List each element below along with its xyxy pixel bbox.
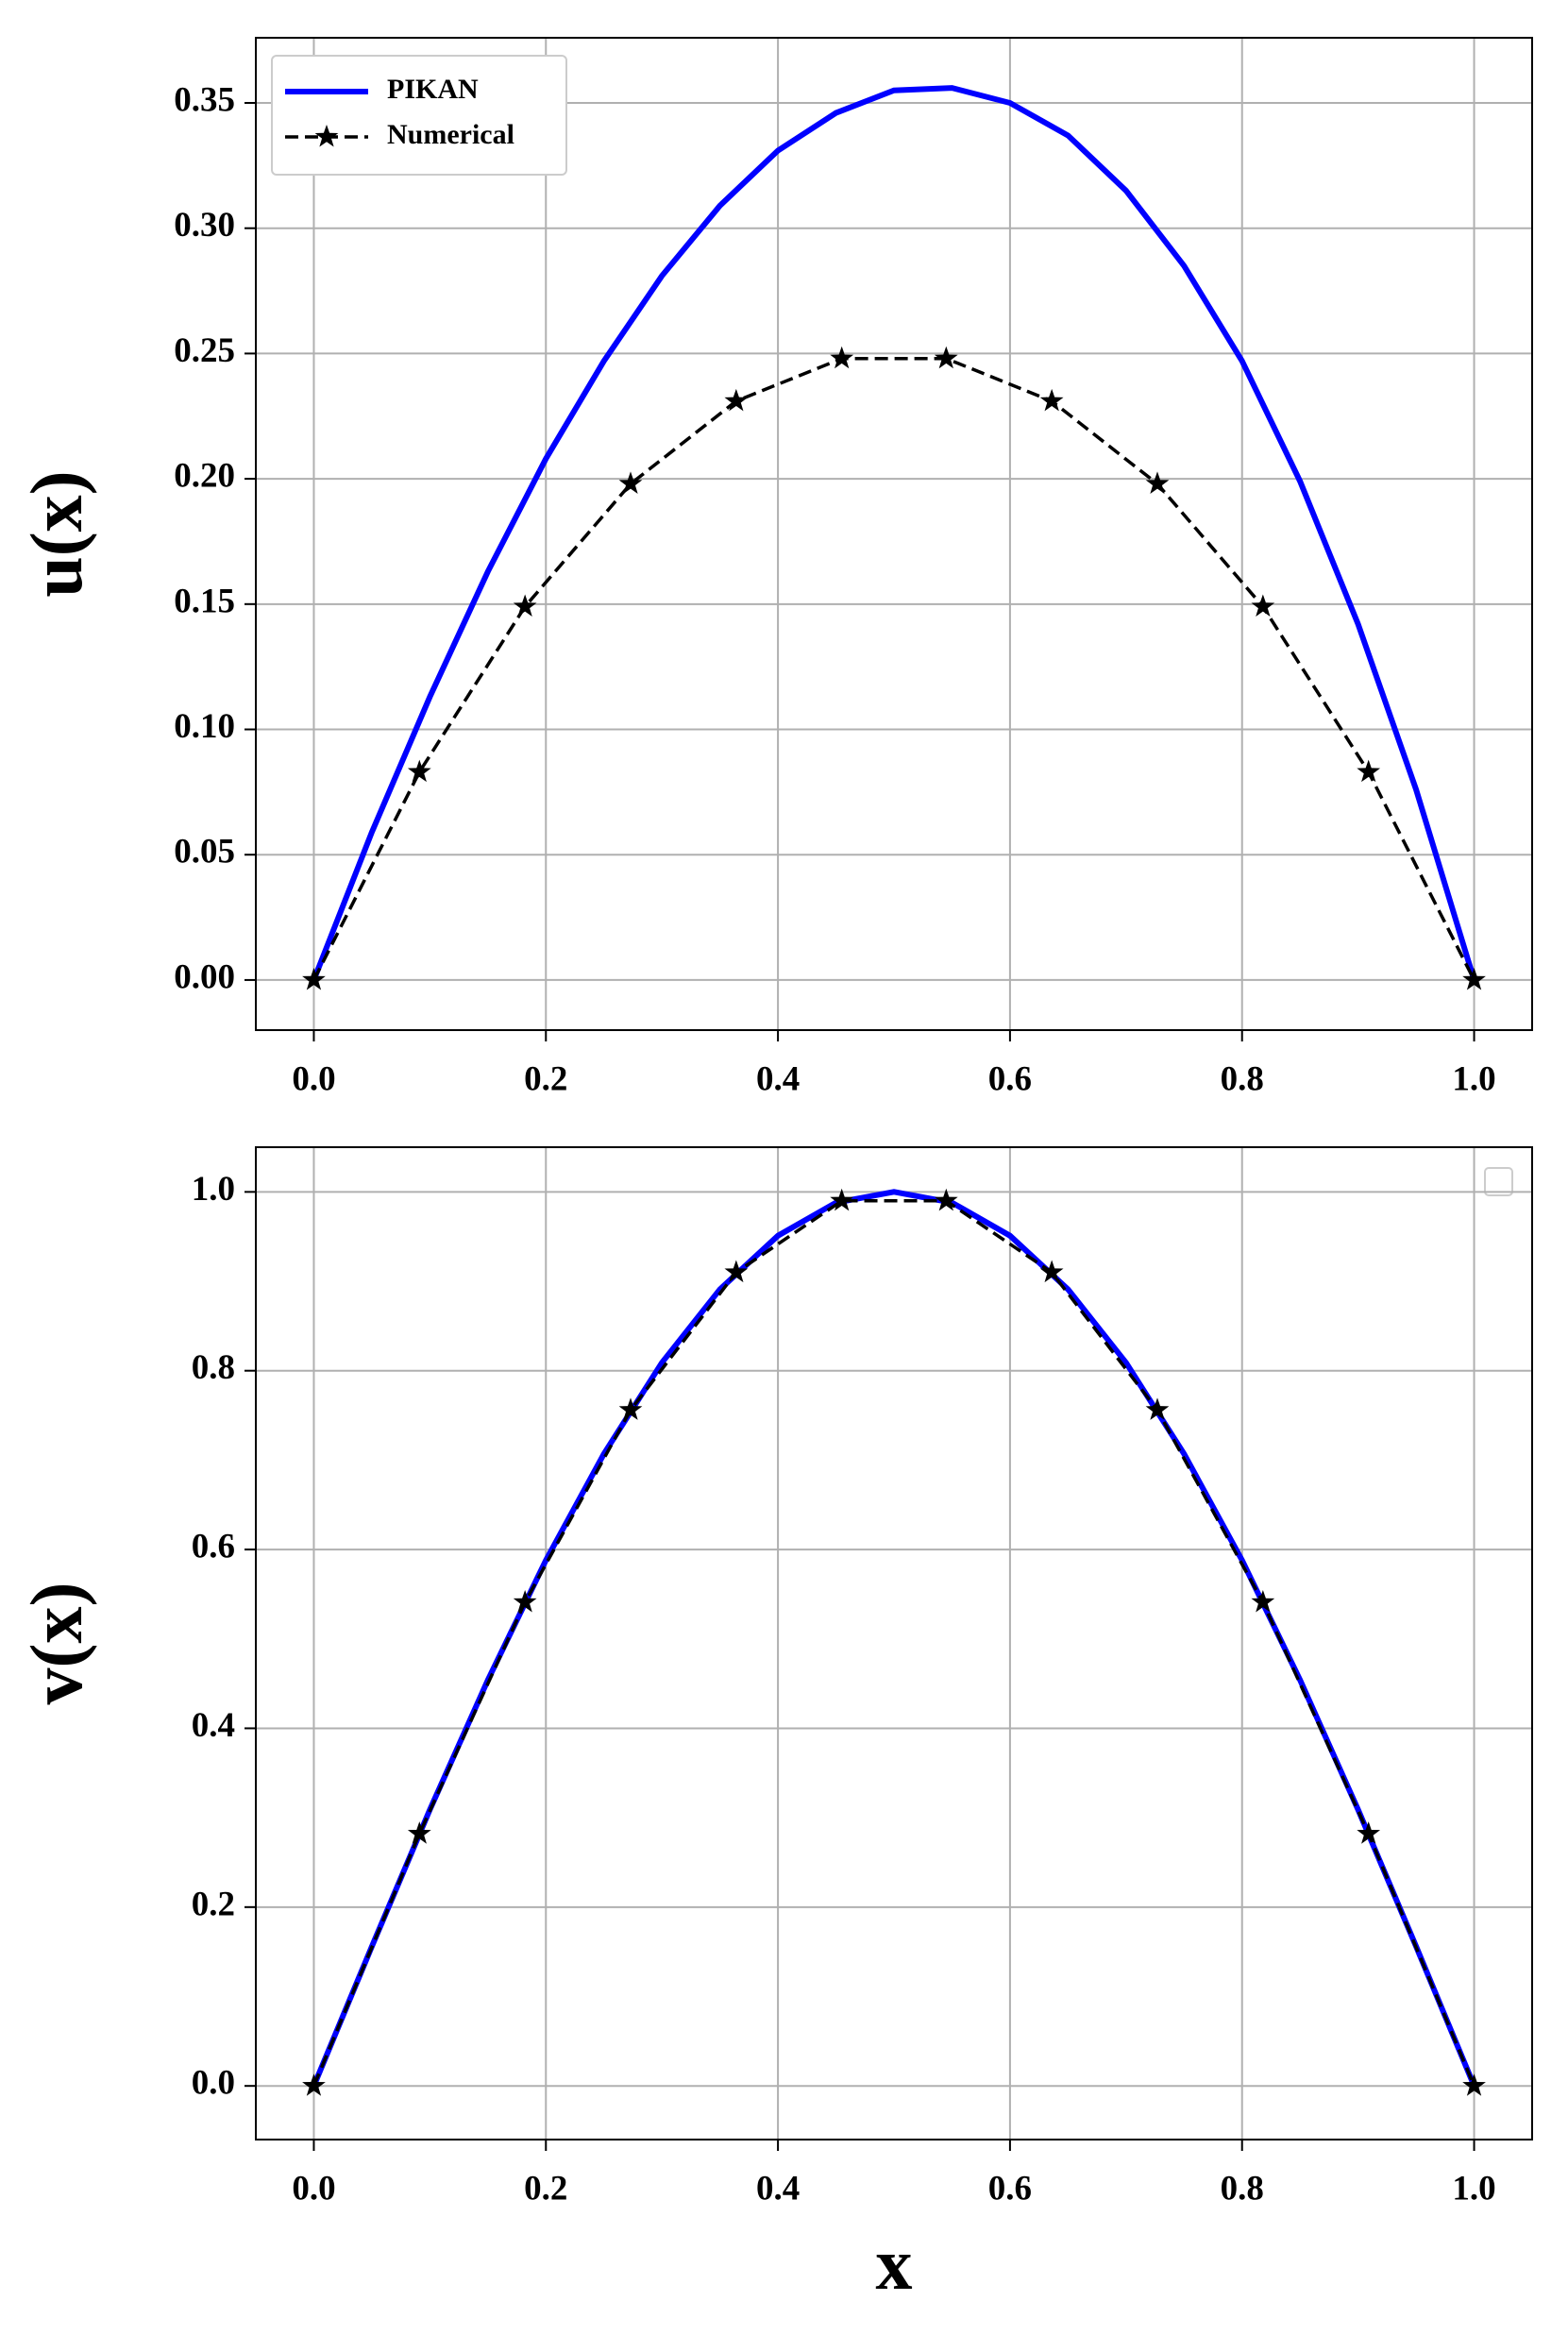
y-tick-label: 0.30 — [174, 206, 235, 245]
axes-frame — [255, 37, 1533, 1031]
series-line — [311, 85, 1477, 982]
x-tick-label: 0.6 — [988, 2169, 1032, 2208]
star-marker — [302, 967, 326, 990]
star-marker — [724, 388, 749, 412]
star-marker — [1251, 1589, 1275, 1613]
star-marker — [1462, 2073, 1486, 2096]
y-tick-label: 0.4 — [192, 1706, 235, 1745]
x-tick-label: 1.0 — [1452, 1059, 1495, 1098]
y-tick-label: 0.25 — [174, 331, 235, 370]
star-marker — [1039, 1260, 1064, 1283]
x-tick-label: 0.0 — [292, 1059, 335, 1098]
x-tick-label: 0.8 — [1221, 1059, 1264, 1098]
x-tick-label: 1.0 — [1452, 2169, 1495, 2208]
x-tick-label: 0.2 — [524, 1059, 567, 1098]
series-line — [311, 1189, 1477, 2088]
x-axis-label: x — [876, 2223, 913, 2305]
y-tick-label: 0.0 — [192, 2064, 235, 2103]
star-marker — [1357, 1821, 1381, 1844]
y-tick-label: 0.20 — [174, 457, 235, 496]
star-marker — [618, 1397, 643, 1420]
star-marker — [407, 759, 431, 783]
star-marker — [513, 1589, 537, 1613]
y-tick-label: 0.8 — [192, 1348, 235, 1387]
star-marker — [1462, 967, 1486, 990]
star-marker — [830, 1188, 854, 1211]
legend-marker — [314, 125, 339, 147]
x-tick-label: 0.0 — [292, 2169, 335, 2208]
series-line — [312, 1199, 1476, 2087]
x-tick-label: 0.4 — [756, 2169, 800, 2208]
y-tick-label: 0.2 — [192, 1885, 235, 1923]
star-marker — [1145, 1397, 1170, 1420]
star-marker — [830, 346, 854, 369]
y-axis-label: v(x) — [15, 1582, 97, 1705]
x-tick-label: 0.6 — [988, 1059, 1032, 1098]
y-axis-label: u(x) — [15, 470, 97, 597]
y-tick-label: 0.35 — [174, 80, 235, 119]
star-marker — [407, 1821, 431, 1844]
star-marker — [513, 594, 537, 617]
star-marker — [934, 346, 958, 369]
x-tick-label: 0.8 — [1221, 2169, 1264, 2208]
y-tick-label: 0.6 — [192, 1528, 235, 1566]
legend-label: Numerical — [387, 119, 514, 150]
legend-box — [271, 55, 567, 176]
series-line — [312, 356, 1476, 981]
y-tick-label: 0.00 — [174, 957, 235, 996]
star-marker — [934, 1188, 958, 1211]
star-marker — [724, 1260, 749, 1283]
axes-frame — [255, 1146, 1533, 2140]
star-marker — [618, 471, 643, 494]
y-tick-label: 0.15 — [174, 582, 235, 620]
star-marker — [1251, 594, 1275, 617]
y-tick-label: 0.10 — [174, 707, 235, 746]
star-marker — [1357, 759, 1381, 783]
y-tick-label: 0.05 — [174, 833, 235, 871]
star-marker — [302, 2073, 326, 2096]
star-marker — [1039, 388, 1064, 412]
legend-label: PIKAN — [387, 74, 479, 105]
empty-legend — [1484, 1167, 1513, 1196]
x-tick-label: 0.4 — [756, 1059, 800, 1098]
x-tick-label: 0.2 — [524, 2169, 567, 2208]
y-tick-label: 1.0 — [192, 1170, 235, 1209]
star-marker — [1145, 471, 1170, 494]
